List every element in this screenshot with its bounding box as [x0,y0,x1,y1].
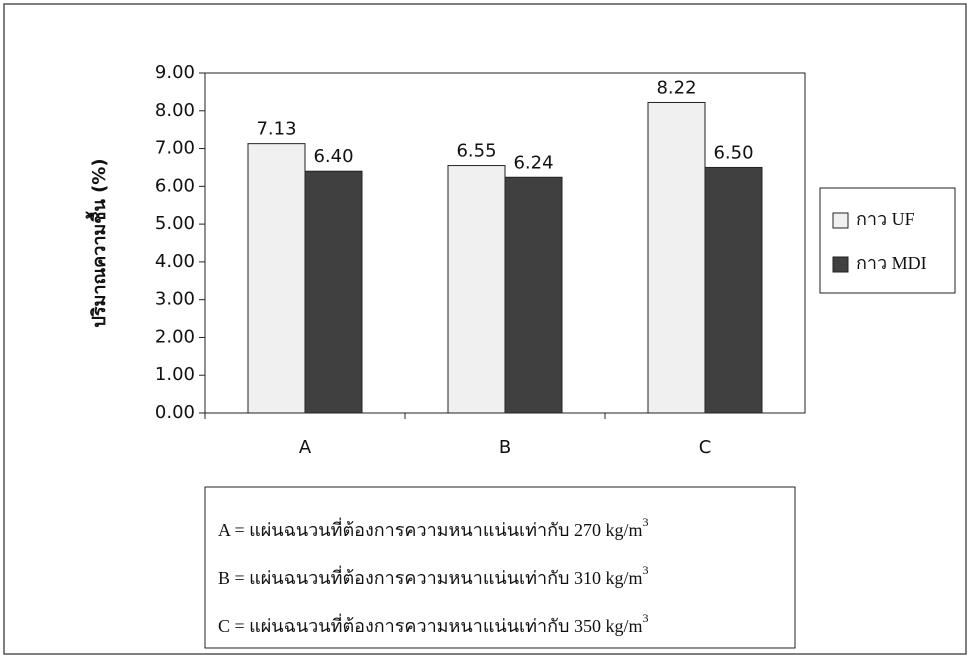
legend-label: กาว MDI [856,253,927,273]
bar [505,177,562,413]
y-tick-label: 0.00 [155,402,195,423]
value-label: 6.40 [313,146,353,167]
y-tick-label: 8.00 [155,100,195,121]
y-tick-label: 4.00 [155,251,195,272]
chart: ปริมาณความชื้น (%) 0.00 1.00 2.00 3.00 4.00 5… [0,0,971,659]
bar [648,102,705,413]
value-label: 6.55 [456,141,496,162]
y-tick-label: 3.00 [155,289,195,310]
value-label: 7.13 [256,119,296,140]
note-text: B = แผ่นฉนวนที่ต้องการความหนาแน่นเท่ากับ… [218,565,642,588]
legend-box [820,188,955,293]
bar [248,144,305,413]
y-tick-label: 6.00 [155,175,195,196]
note-superscript: 3 [642,611,648,625]
x-tick-label: A [299,437,312,458]
x-tick-label: C [699,437,712,458]
bar [448,166,505,413]
page: {"chart_data": {"type": "bar", "y_label"… [0,0,971,659]
y-axis-label: ปริมาณความชื้น (%) [85,158,110,327]
note-superscript: 3 [642,563,648,577]
note-text: A = แผ่นฉนวนที่ต้องการความหนาแน่นเท่ากับ… [218,517,642,540]
value-label: 6.24 [513,152,553,173]
legend-label: กาว UF [856,209,915,229]
y-tick-label: 5.00 [155,213,195,234]
note-superscript: 3 [642,515,648,529]
bar [705,167,762,413]
y-tick-label: 9.00 [155,62,195,83]
y-tick-label: 7.00 [155,138,195,159]
y-tick-label: 2.00 [155,326,195,347]
note-text: C = แผ่นฉนวนที่ต้องการความหนาแน่นเท่ากับ… [218,613,642,636]
y-tick-label: 1.00 [155,364,195,385]
bar [305,171,362,413]
value-label: 8.22 [656,77,696,98]
value-label: 6.50 [713,142,753,163]
x-tick-label: B [499,437,511,458]
legend-swatch [833,257,848,272]
legend-swatch [833,213,848,228]
